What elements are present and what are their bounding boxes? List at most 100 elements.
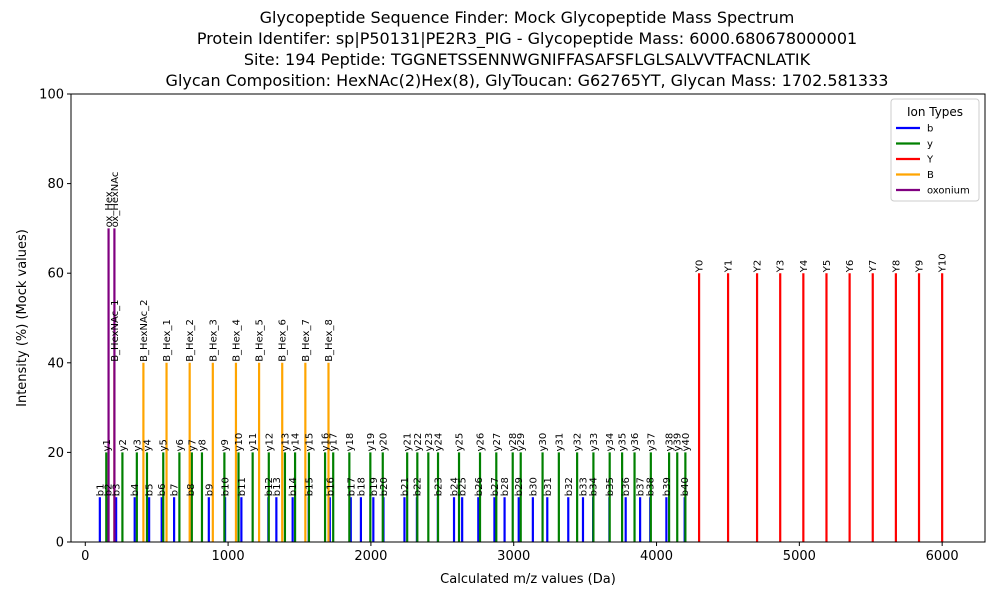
legend-title: Ion Types xyxy=(907,105,963,119)
x-tick-label: 4000 xyxy=(640,549,673,564)
peak-label: y25 xyxy=(455,433,466,452)
peak-label: y20 xyxy=(378,433,389,452)
peak-label: b1 xyxy=(95,483,106,496)
peak-label: y40 xyxy=(681,433,692,452)
peak-label: b38 xyxy=(646,477,657,496)
peak-label: b33 xyxy=(578,477,589,496)
peak-label: Y1 xyxy=(724,260,735,273)
peak-label: y1 xyxy=(102,439,113,451)
peak-label: y9 xyxy=(220,439,231,451)
peak-label: ox_HexNAc xyxy=(110,172,121,228)
peak-label: b26 xyxy=(474,477,485,496)
peak-label: y15 xyxy=(304,433,315,452)
peak-label: y11 xyxy=(248,433,259,452)
peak-label: y34 xyxy=(605,433,616,452)
peak-label: y32 xyxy=(573,433,584,452)
peak-label: y6 xyxy=(175,439,186,451)
peak-label: b37 xyxy=(636,477,647,496)
peak-label: y4 xyxy=(142,439,153,451)
peak-label: b22 xyxy=(412,477,423,496)
y-tick-label: 60 xyxy=(47,267,64,282)
plot-frame xyxy=(70,93,986,543)
peak-label: y30 xyxy=(538,433,549,452)
peak-label: b12 xyxy=(264,477,275,496)
peak-label: y26 xyxy=(476,433,487,452)
peak-label: y39 xyxy=(673,433,684,452)
y-tick-label: 20 xyxy=(47,446,64,461)
peak-label: B_HexNAc_2 xyxy=(139,300,150,362)
peak-label: b24 xyxy=(450,477,461,496)
peak-label: b19 xyxy=(369,477,380,496)
peak-label: b23 xyxy=(433,477,444,496)
peak-label: b14 xyxy=(288,477,299,496)
peak-label: y29 xyxy=(516,433,527,452)
peak-label: y17 xyxy=(329,433,340,452)
peak-label: B_Hex_5 xyxy=(255,319,266,362)
x-tick-label: 3000 xyxy=(497,549,530,564)
x-tick-label: 5000 xyxy=(783,549,816,564)
peak-label: y13 xyxy=(280,433,291,452)
peak-label: y23 xyxy=(424,433,435,452)
peak-label: y36 xyxy=(630,433,641,452)
y-tick-label: 0 xyxy=(56,536,64,551)
peak-label: b21 xyxy=(400,477,411,496)
peak-label: b27 xyxy=(490,477,501,496)
peak-label: y2 xyxy=(118,439,129,451)
peak-label: b11 xyxy=(237,477,248,496)
peak-label: B_Hex_6 xyxy=(278,319,289,362)
peak-label: b17 xyxy=(346,477,357,496)
peak-label: y33 xyxy=(589,433,600,452)
legend-entry-label: Y xyxy=(926,155,934,166)
peak-label: y35 xyxy=(618,433,629,452)
legend-entry-label: oxonium xyxy=(927,186,970,197)
peak-label: b13 xyxy=(272,477,283,496)
peaks-layer xyxy=(98,228,944,542)
peak-label: y18 xyxy=(345,433,356,452)
peak-label: y14 xyxy=(291,433,302,452)
peak-label: b5 xyxy=(145,483,156,496)
peak-label: b9 xyxy=(204,483,215,496)
peak-label: Y4 xyxy=(799,260,810,273)
title-line: Glycan Composition: HexNAc(2)Hex(8), Gly… xyxy=(166,71,889,90)
peak-label: b3 xyxy=(112,483,123,496)
peak-label: b36 xyxy=(621,477,632,496)
y-tick-label: 80 xyxy=(47,177,64,192)
x-axis: 0 1000 2000 3000 4000 5000 6000 xyxy=(81,542,959,564)
peak-label: b40 xyxy=(680,477,691,496)
peak-label: y24 xyxy=(434,433,445,452)
peak-label: B_Hex_2 xyxy=(185,319,196,362)
peak-label: y27 xyxy=(492,433,503,452)
peak-label: b10 xyxy=(221,477,232,496)
x-tick-label: 0 xyxy=(81,549,89,564)
peak-label: B_Hex_7 xyxy=(301,319,312,362)
peak-label: Y9 xyxy=(915,260,926,273)
peak-label: y7 xyxy=(187,439,198,451)
peak-label: y3 xyxy=(132,439,143,451)
peak-label: b7 xyxy=(170,483,181,496)
peak-label: y5 xyxy=(159,439,170,451)
peak-label: b39 xyxy=(662,477,673,496)
peak-label: y28 xyxy=(508,433,519,452)
peak-label: y12 xyxy=(264,433,275,452)
title-line: Glycopeptide Sequence Finder: Mock Glyco… xyxy=(260,8,795,27)
peak-label: b31 xyxy=(543,477,554,496)
peak-label: Y10 xyxy=(938,253,949,273)
peak-label: y38 xyxy=(665,433,676,452)
peak-label: B_Hex_1 xyxy=(162,319,173,362)
peak-label: b20 xyxy=(379,477,390,496)
peak-label: y22 xyxy=(413,433,424,452)
x-tick-label: 1000 xyxy=(212,549,245,564)
peak-label: Y3 xyxy=(776,260,787,273)
peak-label: b6 xyxy=(157,483,168,496)
peak-label: B_Hex_4 xyxy=(231,319,242,362)
peak-label: b8 xyxy=(186,483,197,496)
peak-label: Y2 xyxy=(753,260,764,273)
peak-label: b29 xyxy=(514,477,525,496)
legend-entry-label: y xyxy=(927,139,933,150)
peak-label: ox_Hex xyxy=(104,191,115,227)
legend-entry-label: B xyxy=(927,170,934,181)
peak-label: y16 xyxy=(321,433,332,452)
